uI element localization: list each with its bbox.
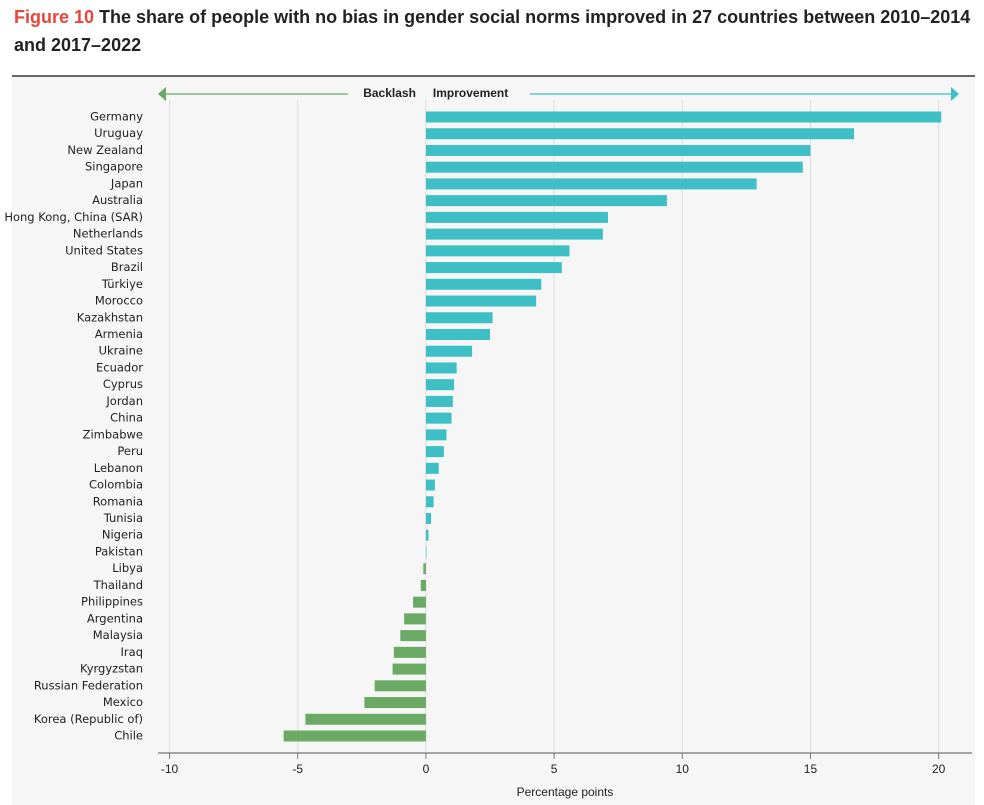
- bar: [425, 312, 493, 324]
- x-tick-label: 0: [423, 762, 430, 776]
- bar: [425, 446, 444, 458]
- y-tick-label: Ecuador: [96, 360, 143, 374]
- bar: [425, 262, 562, 274]
- x-tick-label: 15: [804, 762, 818, 776]
- y-tick-label: Türkiye: [101, 277, 143, 291]
- bar: [425, 412, 452, 424]
- figure-label: Figure 10: [14, 7, 95, 27]
- y-tick-label: Romania: [93, 494, 143, 508]
- y-tick-label: Uruguay: [94, 126, 143, 140]
- bar: [425, 128, 855, 140]
- y-tick-label: Nigeria: [102, 528, 143, 542]
- y-tick-label: Tunisia: [103, 511, 143, 525]
- bar: [425, 161, 803, 173]
- x-tick-label: -5: [292, 762, 303, 776]
- y-tick-label: Peru: [117, 444, 143, 458]
- bar: [392, 663, 426, 675]
- y-tick-label: Pakistan: [95, 544, 143, 558]
- y-tick-label: Iraq: [121, 645, 143, 659]
- y-tick-label: Philippines: [81, 595, 143, 609]
- bar: [425, 195, 667, 207]
- bar: [305, 713, 426, 725]
- bar: [425, 228, 603, 240]
- bar: [425, 379, 455, 391]
- bar: [425, 295, 537, 307]
- y-tick-label: Singapore: [85, 160, 143, 174]
- bar: [425, 111, 942, 123]
- grid: [169, 100, 940, 753]
- bar: [425, 328, 491, 340]
- x-axis-label: Percentage points: [517, 785, 614, 799]
- y-tick-label: Morocco: [95, 294, 143, 308]
- bar: [425, 496, 434, 508]
- improvement-arrowhead: [951, 87, 959, 101]
- bar: [420, 579, 426, 591]
- bar: [425, 546, 427, 558]
- y-tick-label: Ukraine: [99, 344, 143, 358]
- y-tick-label: New Zealand: [67, 143, 143, 157]
- bars: [283, 111, 942, 742]
- bar: [425, 513, 432, 525]
- y-tick-label: Libya: [112, 561, 143, 575]
- y-tick-label: Australia: [92, 193, 143, 207]
- y-tick-label: Cyprus: [103, 377, 143, 391]
- bar: [425, 462, 439, 474]
- y-tick-label: Zimbabwe: [83, 427, 143, 441]
- y-tick-label: Malaysia: [93, 628, 143, 642]
- bar: [425, 278, 542, 290]
- x-tick-label: 20: [932, 762, 946, 776]
- bar: [393, 646, 426, 658]
- bar: [425, 144, 811, 156]
- y-tick-label: Kyrgyzstan: [80, 662, 143, 676]
- annotation-backlash: Backlash: [363, 86, 416, 100]
- bar: [425, 245, 570, 257]
- bar: [425, 529, 429, 541]
- title-text: The share of people with no bias in gend…: [14, 7, 971, 55]
- bar: [404, 613, 426, 625]
- annotation-improvement: Improvement: [433, 86, 508, 100]
- y-tick-label: Chile: [114, 729, 143, 743]
- bar: [413, 596, 426, 608]
- bar: [374, 680, 426, 692]
- y-tick-label: Netherlands: [73, 227, 143, 241]
- chart-title: Figure 10 The share of people with no bi…: [14, 3, 974, 59]
- backlash-arrowhead: [158, 87, 166, 101]
- y-tick-label: Korea (Republic of): [34, 712, 143, 726]
- y-tick-label: Japan: [110, 176, 143, 190]
- y-tick-label: Jordan: [105, 394, 143, 408]
- y-tick-label: United States: [65, 243, 143, 257]
- y-tick-label: Argentina: [87, 611, 143, 625]
- bar: [425, 211, 608, 223]
- y-tick-label: Germany: [90, 110, 143, 124]
- y-tick-label: Armenia: [95, 327, 143, 341]
- bar: [425, 479, 435, 491]
- y-tick-label: Colombia: [89, 478, 143, 492]
- y-tick-label: Mexico: [103, 695, 143, 709]
- bar: [425, 345, 473, 357]
- bar: [364, 697, 426, 709]
- x-tick-label: -10: [161, 762, 179, 776]
- x-tick-label: 5: [551, 762, 558, 776]
- y-tick-label: Hong Kong, China (SAR): [4, 210, 143, 224]
- bar: [425, 362, 457, 374]
- y-tick-label: Thailand: [93, 578, 143, 592]
- bar: [425, 429, 447, 441]
- y-tick-label: China: [110, 411, 143, 425]
- y-tick-label: Kazakhstan: [77, 310, 143, 324]
- bar: [425, 395, 453, 407]
- y-tick-label: Russian Federation: [34, 678, 143, 692]
- x-tick-label: 10: [676, 762, 690, 776]
- bar: [283, 730, 426, 742]
- bar: [425, 178, 757, 190]
- y-tick-label: Lebanon: [94, 461, 143, 475]
- y-tick-label: Brazil: [111, 260, 143, 274]
- bar: [400, 630, 426, 642]
- bar: [423, 563, 426, 575]
